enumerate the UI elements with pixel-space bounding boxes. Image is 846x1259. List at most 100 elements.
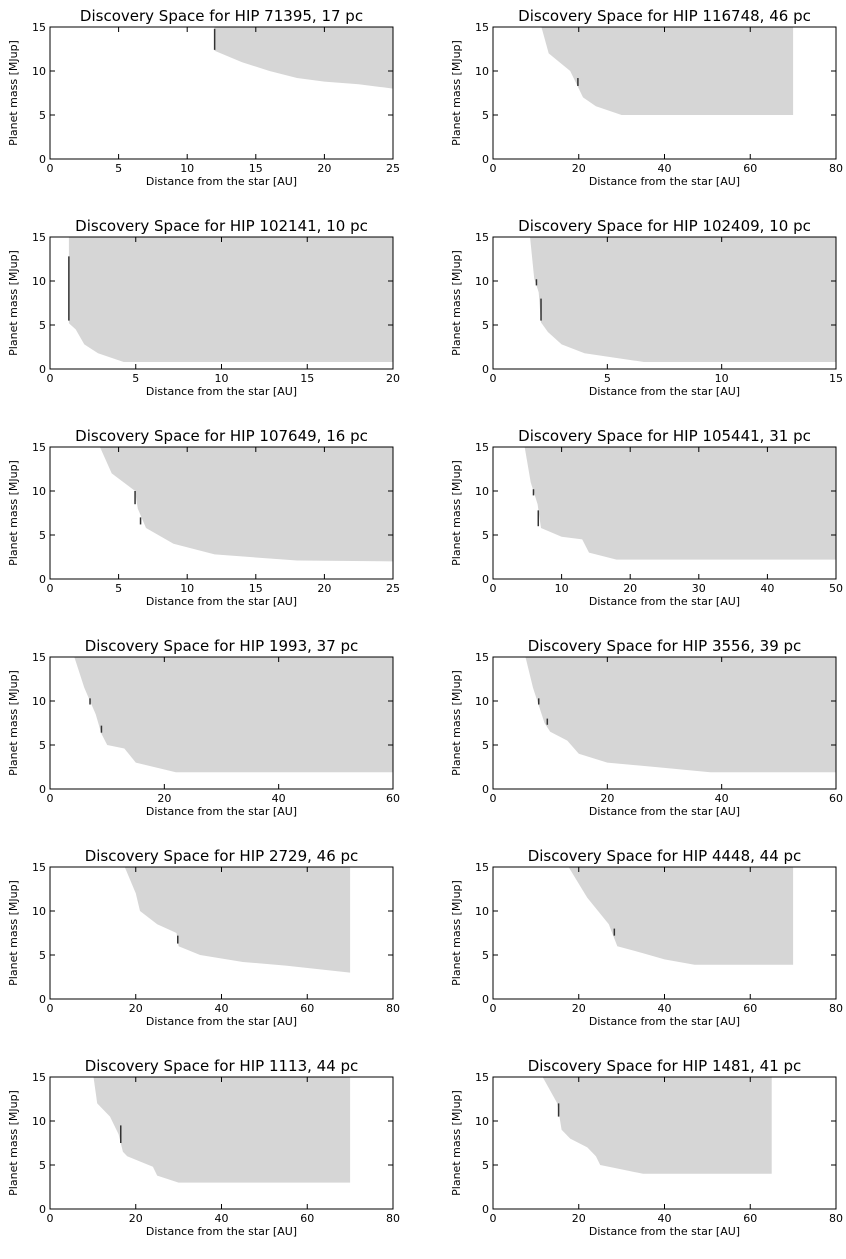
y-tick-label: 5 <box>39 529 46 542</box>
y-tick-label: 15 <box>475 231 489 244</box>
x-tick-label: 5 <box>132 372 139 385</box>
y-tick-label: 0 <box>39 1203 46 1216</box>
x-tick-label: 25 <box>386 582 400 595</box>
x-tick-label: 10 <box>215 372 229 385</box>
y-tick-label: 0 <box>39 573 46 586</box>
x-tick-label: 10 <box>180 582 194 595</box>
x-tick-label: 20 <box>572 162 586 175</box>
x-tick-label: 0 <box>47 162 54 175</box>
x-tick-label: 80 <box>829 1002 843 1015</box>
y-tick-label: 0 <box>39 363 46 376</box>
y-tick-label: 0 <box>482 993 489 1006</box>
x-tick-label: 80 <box>829 162 843 175</box>
x-axis-label: Distance from the star [AU] <box>589 1225 740 1238</box>
x-tick-label: 5 <box>115 162 122 175</box>
y-tick-label: 10 <box>475 695 489 708</box>
discovery-region <box>541 27 794 115</box>
y-axis-label: Planet mass [MJup] <box>450 460 463 566</box>
chart-panel-4: 0 5 10 15 0 5 10 15 Discovery Space for HIP 1024… <box>450 217 843 398</box>
x-tick-label: 5 <box>115 582 122 595</box>
x-tick-label: 60 <box>386 792 400 805</box>
x-axis-label: Distance from the star [AU] <box>589 805 740 818</box>
x-tick-label: 80 <box>386 1002 400 1015</box>
x-axis-label: Distance from the star [AU] <box>589 595 740 608</box>
y-tick-label: 10 <box>475 485 489 498</box>
y-axis-label: Planet mass [MJup] <box>450 670 463 776</box>
y-tick-label: 5 <box>482 949 489 962</box>
plot-frame <box>492 446 837 580</box>
y-axis-label: Planet mass [MJup] <box>7 250 20 356</box>
x-axis-label: Distance from the star [AU] <box>146 385 297 398</box>
x-tick-label: 20 <box>317 582 331 595</box>
x-axis-label: Distance from the star [AU] <box>146 1225 297 1238</box>
x-tick-label: 20 <box>572 1002 586 1015</box>
y-axis-label: Planet mass [MJup] <box>450 250 463 356</box>
x-tick-label: 20 <box>623 582 637 595</box>
y-tick-label: 5 <box>482 1159 489 1172</box>
chart-panel-10: 0 20 40 60 80 0 5 10 15 Discovery Space for HIP 4… <box>450 847 843 1028</box>
x-tick-label: 0 <box>490 372 497 385</box>
panel-title: Discovery Space for HIP 3556, 39 pc <box>528 637 802 655</box>
x-tick-label: 20 <box>157 792 171 805</box>
y-axis-label: Planet mass [MJup] <box>7 460 20 566</box>
y-tick-label: 0 <box>482 1203 489 1216</box>
chart-panel-2: 0 20 40 60 80 0 5 10 15 Discovery Space for HIP 1… <box>450 7 843 188</box>
y-tick-label: 15 <box>475 21 489 34</box>
discovery-region <box>74 657 393 773</box>
y-tick-label: 5 <box>39 109 46 122</box>
y-tick-label: 15 <box>32 441 46 454</box>
x-tick-label: 25 <box>386 162 400 175</box>
plot-frame <box>49 26 394 160</box>
discovery-region <box>542 1077 772 1174</box>
y-tick-label: 0 <box>39 153 46 166</box>
x-axis-label: Distance from the star [AU] <box>146 805 297 818</box>
y-tick-label: 10 <box>475 65 489 78</box>
y-axis-label: Planet mass [MJup] <box>450 1090 463 1196</box>
y-tick-label: 10 <box>32 275 46 288</box>
y-tick-label: 10 <box>475 1115 489 1128</box>
y-tick-label: 10 <box>32 485 46 498</box>
x-tick-label: 50 <box>829 582 843 595</box>
panel-title: Discovery Space for HIP 1993, 37 pc <box>85 637 359 655</box>
x-tick-label: 0 <box>47 582 54 595</box>
y-tick-label: 15 <box>475 1071 489 1084</box>
x-tick-label: 40 <box>658 1212 672 1225</box>
y-axis-label: Planet mass [MJup] <box>7 40 20 146</box>
y-tick-label: 5 <box>482 109 489 122</box>
x-tick-label: 0 <box>47 372 54 385</box>
chart-panel-3: 0 5 10 15 20 0 5 10 15 Discovery Space for HIP 10… <box>7 217 400 398</box>
chart-panel-9: 0 20 40 60 80 0 5 10 15 Discovery Space for HIP 2… <box>7 847 400 1028</box>
x-axis-label: Distance from the star [AU] <box>589 175 740 188</box>
discovery-region <box>525 657 836 773</box>
x-tick-label: 10 <box>555 582 569 595</box>
x-tick-label: 0 <box>47 792 54 805</box>
x-tick-label: 60 <box>743 162 757 175</box>
x-tick-label: 20 <box>572 1212 586 1225</box>
y-tick-label: 15 <box>475 441 489 454</box>
x-tick-label: 60 <box>829 792 843 805</box>
panel-title: Discovery Space for HIP 2729, 46 pc <box>85 847 359 865</box>
y-tick-label: 5 <box>482 319 489 332</box>
chart-panel-12: 0 20 40 60 80 0 5 10 15 Discovery Space for HIP 1… <box>450 1057 843 1238</box>
chart-panel-5: 0 5 10 15 20 25 0 5 10 15 Discovery Space for HIP … <box>7 427 400 608</box>
panel-title: Discovery Space for HIP 4448, 44 pc <box>528 847 802 865</box>
x-tick-label: 5 <box>604 372 611 385</box>
plot-frame <box>49 656 394 790</box>
y-tick-label: 0 <box>482 363 489 376</box>
x-tick-label: 80 <box>829 1212 843 1225</box>
plot-frame <box>492 656 837 790</box>
x-axis-label: Distance from the star [AU] <box>589 385 740 398</box>
x-tick-label: 40 <box>215 1212 229 1225</box>
x-tick-label: 0 <box>490 1212 497 1225</box>
y-tick-label: 10 <box>32 65 46 78</box>
y-tick-label: 10 <box>475 905 489 918</box>
y-tick-label: 5 <box>39 949 46 962</box>
x-tick-label: 40 <box>215 1002 229 1015</box>
y-tick-label: 10 <box>475 275 489 288</box>
x-tick-label: 20 <box>386 372 400 385</box>
discovery-region <box>124 867 351 973</box>
x-tick-label: 0 <box>490 582 497 595</box>
x-tick-label: 20 <box>600 792 614 805</box>
x-tick-label: 0 <box>490 162 497 175</box>
y-tick-label: 15 <box>32 1071 46 1084</box>
